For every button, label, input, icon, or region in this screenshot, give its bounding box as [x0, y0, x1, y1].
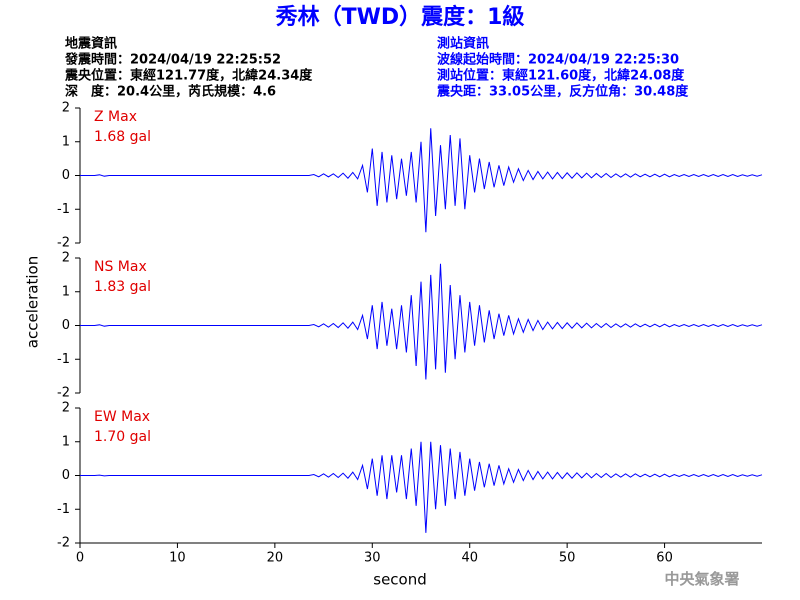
y-tick-label: -2	[57, 236, 70, 251]
y-tick-label: 2	[62, 101, 70, 116]
info-line: 深 度：20.4公里，芮氏規模：4.6	[65, 84, 276, 100]
annotation: 1.70 gal	[94, 429, 151, 445]
annotation: 1.83 gal	[94, 279, 151, 295]
y-tick-label: 1	[62, 434, 70, 449]
info-line: 地震資訊	[65, 36, 117, 52]
x-tick-label: 0	[76, 551, 84, 566]
y-tick-label: -2	[57, 536, 70, 551]
y-tick-label: -1	[57, 502, 70, 517]
x-tick-label: 30	[364, 551, 381, 566]
footer: 中央氣象署	[664, 570, 739, 588]
y-tick-label: 0	[62, 468, 70, 483]
y-tick-label: -1	[57, 352, 70, 367]
chart-title: 秀林（TWD）震度：1級	[275, 4, 525, 30]
x-tick-label: 20	[267, 551, 284, 566]
x-tick-label: 50	[559, 551, 576, 566]
info-line: 測站位置：東經121.60度，北緯24.08度	[437, 68, 685, 84]
annotation: NS Max	[94, 259, 147, 275]
y-tick-label: 1	[62, 134, 70, 149]
x-tick-label: 40	[461, 551, 478, 566]
y-axis-label: acceleration	[24, 256, 42, 348]
y-tick-label: -2	[57, 386, 70, 401]
y-tick-label: 0	[62, 168, 70, 183]
x-tick-label: 60	[656, 551, 673, 566]
annotation: EW Max	[94, 409, 150, 425]
x-axis-label: second	[373, 571, 427, 589]
y-tick-label: 2	[62, 251, 70, 266]
info-line: 發震時間：2024/04/19 22:25:52	[64, 52, 281, 68]
info-line: 震央位置：東經121.77度，北緯24.34度	[64, 68, 313, 84]
waveform	[80, 128, 763, 233]
y-tick-label: 1	[62, 284, 70, 299]
x-tick-label: 10	[169, 551, 186, 566]
annotation: Z Max	[94, 109, 137, 125]
info-line: 波線起始時間：2024/04/19 22:25:30	[437, 52, 679, 68]
y-tick-label: 2	[62, 401, 70, 416]
info-line: 測站資訊	[437, 36, 489, 52]
annotation: 1.68 gal	[94, 129, 151, 145]
waveform	[80, 441, 763, 533]
y-tick-label: -1	[57, 202, 70, 217]
waveform	[80, 263, 763, 380]
info-line: 震央距：33.05公里，反方位角：30.48度	[436, 84, 689, 100]
y-tick-label: 0	[62, 318, 70, 333]
